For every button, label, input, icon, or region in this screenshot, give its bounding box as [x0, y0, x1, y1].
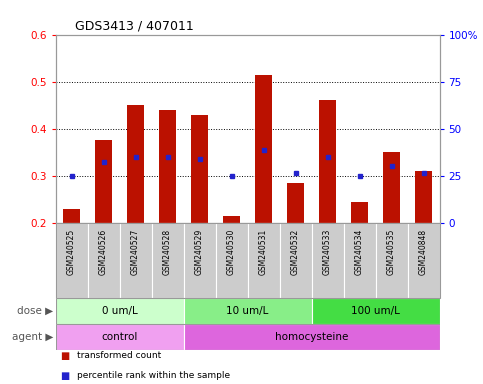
- Text: GSM240531: GSM240531: [259, 229, 268, 275]
- Text: ■: ■: [60, 371, 70, 381]
- Bar: [56, 298, 184, 324]
- Text: homocysteine: homocysteine: [275, 332, 348, 342]
- Text: GSM240529: GSM240529: [195, 229, 204, 275]
- Bar: [255, 74, 272, 223]
- Text: GDS3413 / 407011: GDS3413 / 407011: [75, 19, 194, 32]
- Bar: [287, 183, 304, 223]
- Bar: [56, 324, 184, 350]
- Bar: [159, 110, 176, 223]
- Text: GSM240848: GSM240848: [419, 229, 428, 275]
- Bar: [312, 298, 440, 324]
- Bar: [248, 223, 280, 298]
- Bar: [120, 223, 152, 298]
- Text: control: control: [101, 332, 138, 342]
- Bar: [184, 298, 312, 324]
- Bar: [63, 209, 80, 223]
- Bar: [87, 223, 120, 298]
- Text: 0 um/L: 0 um/L: [101, 306, 138, 316]
- Text: 10 um/L: 10 um/L: [227, 306, 269, 316]
- Text: GSM240530: GSM240530: [227, 229, 236, 275]
- Bar: [184, 223, 215, 298]
- Bar: [343, 223, 376, 298]
- Text: GSM240527: GSM240527: [131, 229, 140, 275]
- Text: transformed count: transformed count: [77, 351, 161, 360]
- Bar: [383, 152, 400, 223]
- Text: dose ▶: dose ▶: [17, 306, 53, 316]
- Bar: [127, 105, 144, 223]
- Bar: [191, 114, 208, 223]
- Bar: [312, 223, 343, 298]
- Text: GSM240528: GSM240528: [163, 229, 172, 275]
- Text: GSM240532: GSM240532: [291, 229, 300, 275]
- Text: GSM240525: GSM240525: [67, 229, 76, 275]
- Bar: [280, 223, 312, 298]
- Text: GSM240533: GSM240533: [323, 229, 332, 275]
- Text: agent ▶: agent ▶: [12, 332, 53, 342]
- Bar: [215, 223, 248, 298]
- Bar: [152, 223, 184, 298]
- Text: GSM240534: GSM240534: [355, 229, 364, 275]
- Bar: [56, 223, 87, 298]
- Bar: [351, 202, 369, 223]
- Bar: [184, 324, 440, 350]
- Text: percentile rank within the sample: percentile rank within the sample: [77, 371, 230, 380]
- Bar: [319, 101, 336, 223]
- Bar: [223, 216, 241, 223]
- Text: ■: ■: [60, 351, 70, 361]
- Text: GSM240535: GSM240535: [387, 229, 396, 275]
- Text: 100 um/L: 100 um/L: [351, 306, 400, 316]
- Bar: [376, 223, 408, 298]
- Bar: [415, 171, 432, 223]
- Bar: [408, 223, 440, 298]
- Text: GSM240526: GSM240526: [99, 229, 108, 275]
- Bar: [95, 141, 113, 223]
